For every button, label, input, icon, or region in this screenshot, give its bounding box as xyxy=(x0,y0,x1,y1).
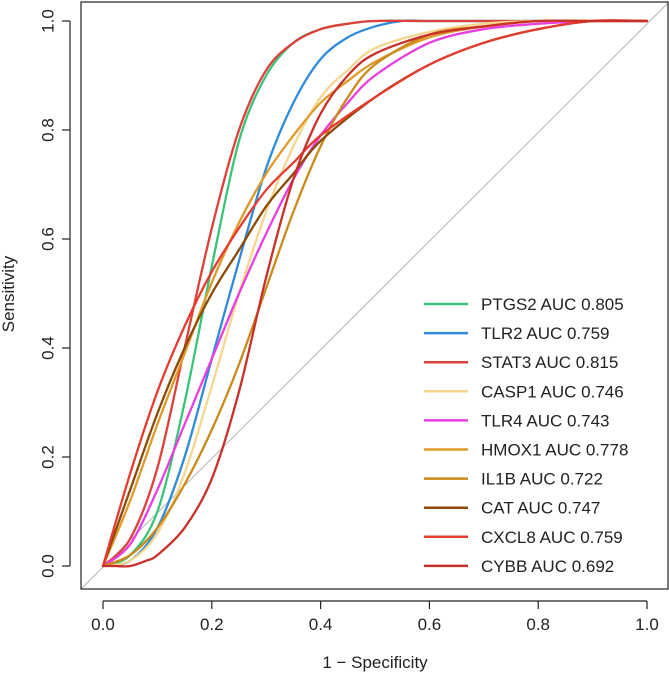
x-axis: 0.0 0.2 0.4 0.6 0.8 1.0 xyxy=(91,600,659,634)
legend-label-il1b: IL1B AUC 0.722 xyxy=(481,470,603,489)
legend-label-tlr2: TLR2 AUC 0.759 xyxy=(481,324,610,343)
x-tick-label: 0.0 xyxy=(91,615,115,634)
reference-diagonal xyxy=(80,1,669,590)
legend-label-hmox1: HMOX1 AUC 0.778 xyxy=(481,441,628,460)
x-tick-label: 1.0 xyxy=(635,615,659,634)
x-tick-label: 0.8 xyxy=(526,615,550,634)
x-tick-label: 0.4 xyxy=(309,615,333,634)
y-tick-label: 1.0 xyxy=(38,9,57,33)
legend-label-ptgs2: PTGS2 AUC 0.805 xyxy=(481,295,624,314)
roc-curve-cybb xyxy=(101,19,649,568)
plot-frame xyxy=(80,1,669,590)
y-tick-label: 0.8 xyxy=(38,118,57,142)
legend-label-cybb: CYBB AUC 0.692 xyxy=(481,557,614,576)
y-tick-label: 0.4 xyxy=(38,336,57,360)
x-tick-label: 0.2 xyxy=(200,615,224,634)
y-tick-label: 0.6 xyxy=(38,227,57,251)
legend: PTGS2 AUC 0.805 TLR2 AUC 0.759 STAT3 AUC 0… xyxy=(424,295,628,576)
legend-label-cxcl8: CXCL8 AUC 0.759 xyxy=(481,528,623,547)
y-axis: 0.0 0.2 0.4 0.6 0.8 1.0 xyxy=(38,9,71,578)
y-tick-label: 0.2 xyxy=(38,445,57,469)
roc-curve-stat3 xyxy=(101,19,649,568)
legend-label-cat: CAT AUC 0.747 xyxy=(481,499,600,518)
legend-label-tlr4: TLR4 AUC 0.743 xyxy=(481,411,610,430)
roc-curve-tlr4 xyxy=(101,19,649,568)
roc-curve-cxcl8 xyxy=(101,19,649,568)
legend-label-casp1: CASP1 AUC 0.746 xyxy=(481,382,624,401)
legend-label-stat3: STAT3 AUC 0.815 xyxy=(481,353,618,372)
y-tick-label: 0.0 xyxy=(38,554,57,578)
series-layer xyxy=(101,19,649,568)
y-axis-title: Sensitivity xyxy=(0,255,18,332)
x-axis-title: 1 − Specificity xyxy=(322,653,428,672)
x-tick-label: 0.6 xyxy=(418,615,442,634)
